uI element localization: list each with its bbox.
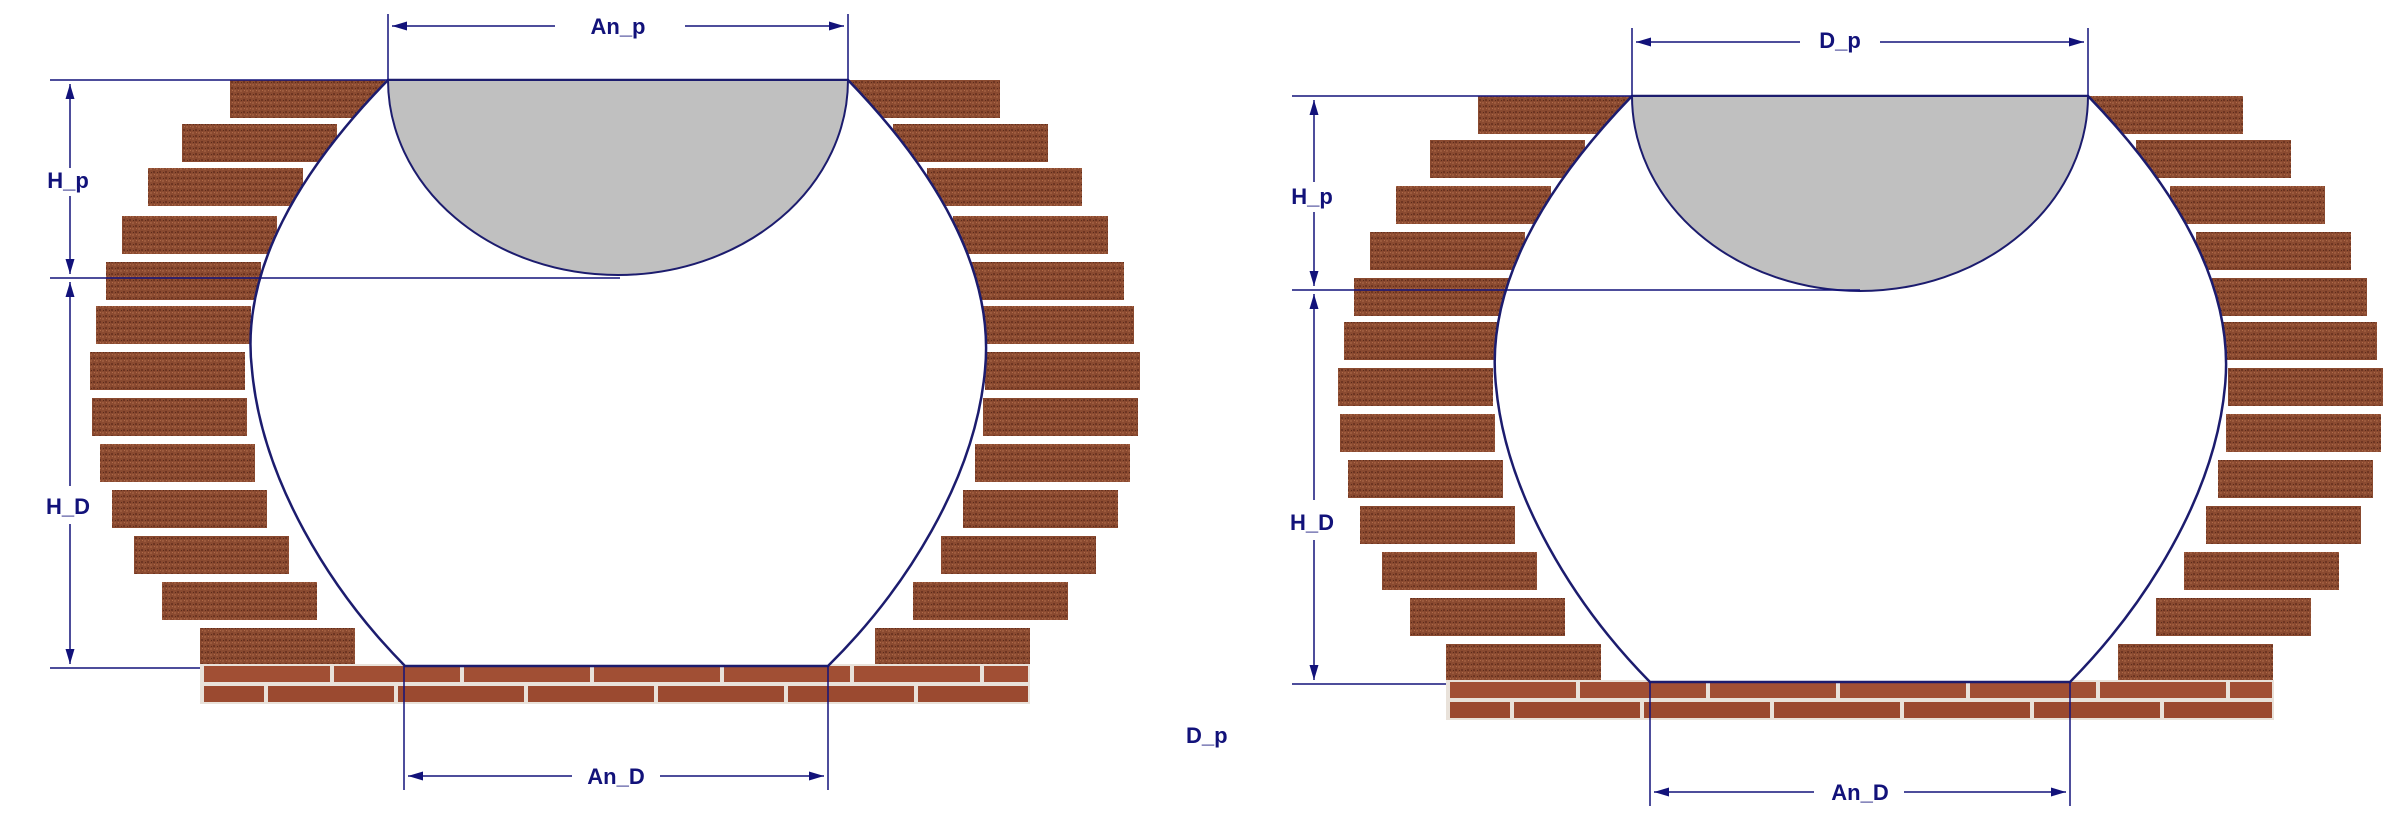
right-brick-rows [1338, 96, 2383, 682]
left-lower-height-label: H_D [46, 494, 90, 519]
left-bottom-width-label: An_D [587, 764, 644, 789]
left-brick-rows [90, 80, 1140, 666]
right-dimension-lines [1292, 28, 2089, 806]
right-bottom-width-label: An_D [1831, 780, 1888, 805]
right-lower-height-label: H_D [1290, 510, 1334, 535]
left-dimension-lines [50, 14, 849, 790]
left-top-width-label: An_p [591, 14, 646, 39]
left-floor-bricks [200, 664, 1030, 704]
left-oven-figure: An_p H_p H_D An_D [46, 14, 1140, 790]
right-door-opening [1630, 95, 2090, 292]
right-upper-height-label: H_p [1291, 184, 1333, 209]
right-floor-bricks [1446, 680, 2274, 720]
right-oven-figure: D_p H_p H_D An_D [1290, 28, 2383, 806]
right-top-width-label: D_p [1819, 28, 1861, 53]
left-upper-height-label: H_p [47, 168, 89, 193]
stray-dimension-label: D_p [1186, 723, 1228, 748]
left-door-opening [386, 79, 850, 276]
